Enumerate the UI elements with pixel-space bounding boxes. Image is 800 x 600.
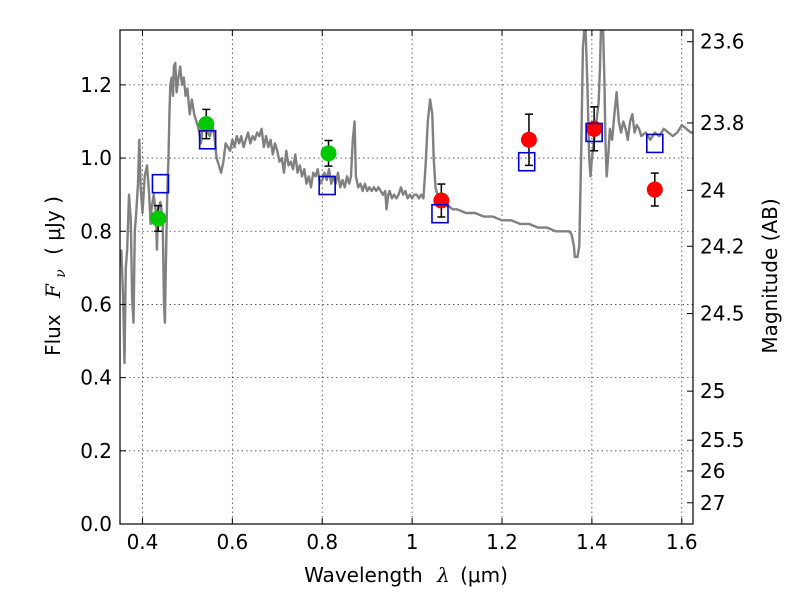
y-axis-label: Flux F ν ( μJy ) [41, 196, 70, 356]
model-point-square [318, 175, 336, 196]
data-point-circle [433, 192, 450, 209]
data-point-circle [646, 181, 663, 198]
model-spectrum-line [120, 30, 693, 365]
y2-tick-label: 26 [700, 459, 725, 483]
plot-frame [119, 29, 694, 525]
model-point-square [585, 122, 603, 143]
data-point-circle [198, 116, 215, 133]
y-tick-label: 0.4 [80, 366, 112, 390]
y-axis-label-subscript: ν [53, 269, 69, 278]
model-point-square [198, 129, 217, 150]
x-axis-label: Wavelength λ (μm) [304, 563, 508, 587]
y-tick-label: 1.2 [80, 73, 112, 97]
x-tick-label: 0.6 [216, 530, 248, 554]
x-tick-label: 0.8 [306, 530, 338, 554]
y2-tick-label: 24 [700, 178, 725, 202]
y-tick-label: 0.2 [80, 439, 112, 463]
grid-lines [120, 30, 693, 525]
x-axis-label-unit: (μm) [460, 563, 508, 587]
y2-tick-label: 23.8 [700, 111, 745, 135]
data-point-circle [150, 210, 167, 227]
y2-tick-label: 25.5 [700, 428, 745, 452]
y-axis-label-unit: ( μJy ) [41, 196, 65, 255]
y2-tick-label: 27 [700, 491, 725, 515]
y2-tick-label: 24.5 [700, 302, 745, 326]
data-point-circle [320, 145, 337, 162]
data-point-circle [586, 120, 603, 137]
y-tick-label: 1.0 [80, 146, 112, 170]
axis-ticks: 0.4 0.6 0.8 1 1.2 1.4 1.6 0.0 0.2 0.4 0.6 0.8 1.0 1.2… [80, 30, 744, 554]
x-axis-label-symbol: λ [436, 563, 450, 587]
model-point-square [151, 173, 170, 194]
y2-tick-label: 24.2 [700, 234, 745, 258]
x-tick-label: 1.6 [666, 530, 698, 554]
y2-axis-label: Magnitude (AB) [758, 198, 782, 353]
model-point-square [431, 203, 449, 224]
model-point-square [645, 133, 664, 154]
y2-tick-label: 25 [700, 379, 725, 403]
y-tick-label: 0.8 [80, 219, 112, 243]
y-axis-label-text: Flux [41, 314, 65, 356]
y2-tick-label: 23.6 [700, 30, 745, 54]
x-tick-label: 1 [406, 530, 419, 554]
model-point-square [517, 151, 536, 172]
x-axis-label-text: Wavelength [304, 563, 423, 587]
x-tick-label: 1.4 [576, 530, 608, 554]
y-axis-label-symbol: F [41, 283, 65, 299]
x-tick-label: 1.2 [486, 530, 518, 554]
plot-area [120, 30, 693, 365]
y-tick-label: 0.0 [80, 512, 112, 536]
data-point-circle [520, 131, 537, 148]
x-tick-label: 0.4 [127, 530, 159, 554]
y-tick-label: 0.6 [80, 292, 112, 316]
